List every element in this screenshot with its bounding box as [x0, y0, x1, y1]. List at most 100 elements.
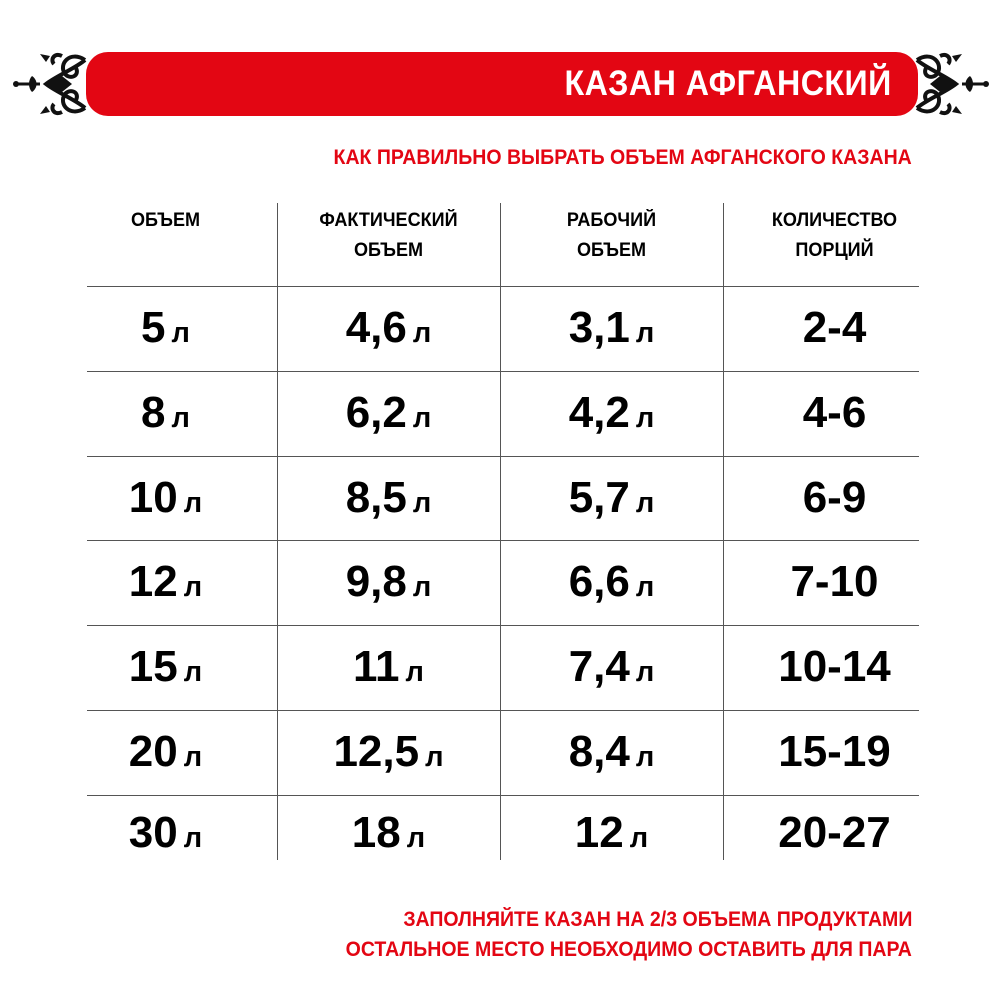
table-cell: 12 л: [500, 791, 723, 875]
unit-label: л: [171, 402, 190, 434]
cell-value: 6-9: [802, 473, 867, 522]
row-divider: [87, 371, 919, 372]
column-header-line: ФАКТИЧЕСКИЙ: [319, 210, 458, 231]
table-cell: 6,6 л: [500, 540, 723, 624]
row-divider: [87, 625, 919, 626]
unit-label: л: [183, 571, 203, 603]
column-header-line: ПОРЦИЙ: [795, 240, 874, 261]
unit-label: л: [183, 656, 203, 688]
scroll-ornament-icon: [915, 53, 989, 115]
table-cell: 20 л: [54, 710, 277, 794]
table-cell: 4-6: [723, 371, 946, 455]
footer-note-1: ЗАПОЛНЯЙТЕ КАЗАН НА 2/3 ОБЪЕМА ПРОДУКТАМ…: [402, 908, 912, 931]
column-header-line: ОБЪЕМ: [130, 210, 201, 231]
table-cell: 3,1 л: [500, 286, 723, 370]
table-cell: 20-27: [723, 791, 946, 875]
footer-note-2: ОСТАЛЬНОЕ МЕСТО НЕОБХОДИМО ОСТАВИТЬ ДЛЯ …: [345, 938, 912, 961]
table-cell: 12,5 л: [277, 710, 500, 794]
table-cell: 2-4: [723, 286, 946, 370]
cell-value: 7,4: [568, 642, 630, 691]
table-cell: 4,2 л: [500, 371, 723, 455]
row-divider: [87, 286, 919, 287]
unit-label: л: [405, 656, 424, 688]
table-cell: 10-14: [723, 625, 946, 709]
cell-value: 5,7: [568, 473, 630, 522]
cell-value: 2-4: [802, 303, 867, 352]
column-header: ФАКТИЧЕСКИЙ ОБЪЕМ: [283, 206, 495, 266]
unit-label: л: [183, 822, 203, 854]
cell-value: 8,4: [568, 727, 630, 776]
unit-label: л: [412, 571, 432, 603]
cell-value: 30: [128, 808, 178, 857]
column-header-line: ОБЪЕМ: [576, 240, 647, 261]
table-cell: 7-10: [723, 540, 946, 624]
column-header-line: ОБЪЕМ: [353, 240, 424, 261]
cell-value: 12: [574, 808, 624, 857]
table-cell: 6-9: [723, 456, 946, 540]
unit-label: л: [635, 741, 655, 773]
column-header: КОЛИЧЕСТВО ПОРЦИЙ: [729, 206, 941, 266]
unit-label: л: [412, 402, 432, 434]
unit-label: л: [635, 402, 655, 434]
cell-value: 4,6: [345, 303, 407, 352]
unit-label: л: [425, 741, 444, 773]
unit-label: л: [406, 822, 426, 854]
cell-value: 15: [128, 642, 178, 691]
table-cell: 9,8 л: [277, 540, 500, 624]
table-cell: 15 л: [54, 625, 277, 709]
cell-value: 8: [141, 388, 166, 437]
table-cell: 11 л: [277, 625, 500, 709]
unit-label: л: [635, 656, 655, 688]
table-cell: 8,4 л: [500, 710, 723, 794]
cell-value: 20-27: [778, 808, 891, 857]
subtitle: КАК ПРАВИЛЬНО ВЫБРАТЬ ОБЪЕМ АФГАНСКОГО К…: [333, 146, 912, 169]
unit-label: л: [635, 317, 655, 349]
cell-value: 20: [128, 727, 178, 776]
unit-label: л: [629, 822, 649, 854]
column-divider: [277, 203, 278, 860]
cell-value: 4,2: [568, 388, 630, 437]
cell-value: 12,5: [333, 727, 420, 776]
unit-label: л: [412, 317, 432, 349]
cell-value: 18: [351, 808, 401, 857]
cell-value: 11: [353, 642, 400, 691]
table-cell: 4,6 л: [277, 286, 500, 370]
unit-label: л: [183, 741, 203, 773]
cell-value: 4-6: [802, 388, 867, 437]
table-cell: 8,5 л: [277, 456, 500, 540]
cell-value: 7-10: [790, 557, 879, 606]
cell-value: 15-19: [778, 727, 891, 776]
cell-value: 9,8: [345, 557, 407, 606]
table-cell: 6,2 л: [277, 371, 500, 455]
cell-value: 3,1: [568, 303, 630, 352]
scroll-ornament-icon: [13, 53, 87, 115]
table-cell: 12 л: [54, 540, 277, 624]
page-title: КАЗАН АФГАНСКИЙ: [564, 64, 892, 103]
row-divider: [87, 456, 919, 457]
row-divider: [87, 795, 919, 796]
column-header-line: КОЛИЧЕСТВО: [771, 210, 898, 231]
row-divider: [87, 540, 919, 541]
cell-value: 6,6: [568, 557, 630, 606]
column-divider: [500, 203, 501, 860]
unit-label: л: [183, 487, 203, 519]
table-cell: 30 л: [54, 791, 277, 875]
unit-label: л: [635, 571, 655, 603]
table-cell: 7,4 л: [500, 625, 723, 709]
table-cell: 18 л: [277, 791, 500, 875]
title-banner: КАЗАН АФГАНСКИЙ: [86, 52, 918, 116]
unit-label: л: [171, 317, 190, 349]
cell-value: 8,5: [345, 473, 407, 522]
column-header: ОБЪЕМ: [60, 206, 272, 236]
table-cell: 10 л: [54, 456, 277, 540]
row-divider: [87, 710, 919, 711]
cell-value: 12: [128, 557, 178, 606]
column-header-line: РАБОЧИЙ: [566, 210, 657, 231]
cell-value: 5: [141, 303, 166, 352]
table-cell: 15-19: [723, 710, 946, 794]
unit-label: л: [412, 487, 432, 519]
cell-value: 10: [128, 473, 178, 522]
column-header: РАБОЧИЙ ОБЪЕМ: [506, 206, 718, 266]
